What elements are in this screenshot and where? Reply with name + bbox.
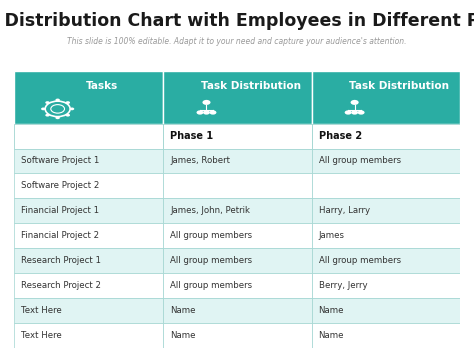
Text: All group members: All group members bbox=[170, 256, 252, 265]
Circle shape bbox=[55, 116, 60, 119]
FancyBboxPatch shape bbox=[164, 124, 312, 148]
Text: All group members: All group members bbox=[319, 256, 401, 265]
FancyBboxPatch shape bbox=[312, 273, 460, 298]
Circle shape bbox=[197, 110, 203, 115]
FancyBboxPatch shape bbox=[312, 148, 460, 174]
FancyBboxPatch shape bbox=[164, 174, 312, 198]
Circle shape bbox=[41, 108, 46, 110]
Circle shape bbox=[46, 101, 50, 104]
FancyBboxPatch shape bbox=[164, 148, 312, 174]
FancyBboxPatch shape bbox=[164, 198, 312, 223]
Circle shape bbox=[351, 110, 358, 115]
Text: Phase 1: Phase 1 bbox=[170, 131, 213, 141]
Text: Name: Name bbox=[319, 331, 344, 340]
Text: Software Project 2: Software Project 2 bbox=[21, 181, 99, 190]
FancyBboxPatch shape bbox=[312, 298, 460, 323]
FancyBboxPatch shape bbox=[14, 223, 164, 248]
Circle shape bbox=[345, 110, 352, 115]
FancyBboxPatch shape bbox=[164, 323, 312, 348]
FancyBboxPatch shape bbox=[312, 248, 460, 273]
FancyBboxPatch shape bbox=[14, 273, 164, 298]
FancyBboxPatch shape bbox=[14, 198, 164, 223]
Text: Task Distribution: Task Distribution bbox=[349, 81, 449, 91]
Text: Text Here: Text Here bbox=[21, 306, 62, 315]
FancyBboxPatch shape bbox=[312, 323, 460, 348]
FancyBboxPatch shape bbox=[312, 198, 460, 223]
FancyBboxPatch shape bbox=[164, 248, 312, 273]
Text: Software Project 1: Software Project 1 bbox=[21, 157, 99, 165]
FancyBboxPatch shape bbox=[164, 223, 312, 248]
Circle shape bbox=[65, 114, 70, 116]
Text: Name: Name bbox=[319, 306, 344, 315]
Text: Research Project 1: Research Project 1 bbox=[21, 256, 101, 265]
Text: Research Project 2: Research Project 2 bbox=[21, 281, 101, 290]
Circle shape bbox=[210, 110, 217, 115]
Circle shape bbox=[358, 110, 365, 115]
Text: Berry, Jerry: Berry, Jerry bbox=[319, 281, 367, 290]
Circle shape bbox=[351, 100, 359, 105]
Text: All group members: All group members bbox=[170, 281, 252, 290]
Text: This slide is 100% editable. Adapt it to your need and capture your audience's a: This slide is 100% editable. Adapt it to… bbox=[67, 37, 407, 46]
Circle shape bbox=[202, 100, 210, 105]
Text: All group members: All group members bbox=[170, 231, 252, 240]
Text: Tasks: Tasks bbox=[86, 81, 118, 91]
FancyBboxPatch shape bbox=[312, 174, 460, 198]
Text: Phase 2: Phase 2 bbox=[319, 131, 362, 141]
Text: Financial Project 1: Financial Project 1 bbox=[21, 206, 99, 215]
Text: Task Distribution: Task Distribution bbox=[201, 81, 301, 91]
Text: James, Robert: James, Robert bbox=[170, 157, 230, 165]
FancyBboxPatch shape bbox=[164, 273, 312, 298]
Circle shape bbox=[55, 99, 60, 102]
Circle shape bbox=[46, 114, 50, 116]
Text: Name: Name bbox=[170, 331, 196, 340]
FancyBboxPatch shape bbox=[312, 223, 460, 248]
FancyBboxPatch shape bbox=[14, 298, 164, 323]
Circle shape bbox=[65, 101, 70, 104]
FancyBboxPatch shape bbox=[14, 148, 164, 174]
Text: Name: Name bbox=[170, 306, 196, 315]
Text: Work Distribution Chart with Employees in Different Phase: Work Distribution Chart with Employees i… bbox=[0, 12, 474, 31]
Text: James: James bbox=[319, 231, 345, 240]
Text: James, John, Petrik: James, John, Petrik bbox=[170, 206, 250, 215]
FancyBboxPatch shape bbox=[164, 71, 312, 124]
FancyBboxPatch shape bbox=[312, 71, 460, 124]
FancyBboxPatch shape bbox=[312, 124, 460, 148]
FancyBboxPatch shape bbox=[14, 124, 164, 148]
Circle shape bbox=[203, 110, 210, 115]
Text: Financial Project 2: Financial Project 2 bbox=[21, 231, 99, 240]
FancyBboxPatch shape bbox=[164, 298, 312, 323]
Text: Harry, Larry: Harry, Larry bbox=[319, 206, 370, 215]
FancyBboxPatch shape bbox=[14, 71, 164, 124]
Text: All group members: All group members bbox=[319, 157, 401, 165]
FancyBboxPatch shape bbox=[14, 323, 164, 348]
Text: Text Here: Text Here bbox=[21, 331, 62, 340]
Circle shape bbox=[70, 108, 74, 110]
FancyBboxPatch shape bbox=[14, 174, 164, 198]
FancyBboxPatch shape bbox=[14, 248, 164, 273]
